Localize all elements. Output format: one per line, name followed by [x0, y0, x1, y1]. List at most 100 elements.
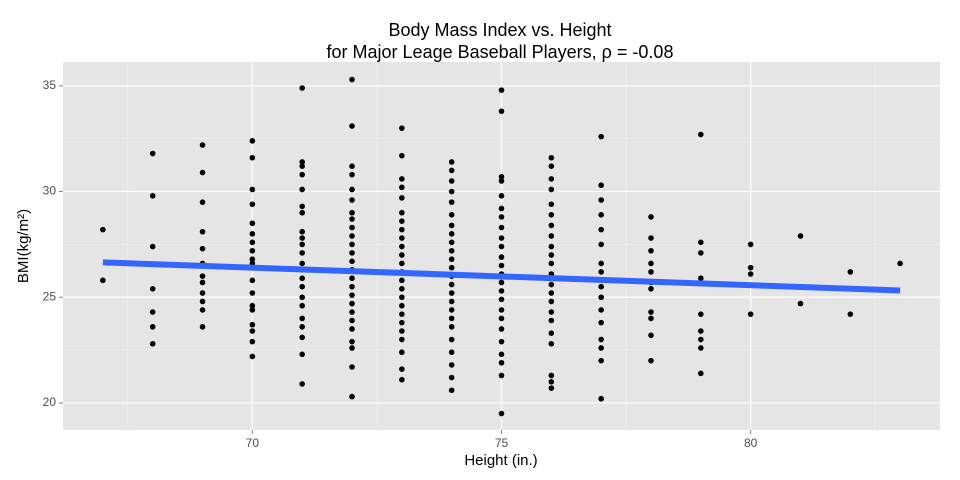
point: [399, 176, 405, 182]
point: [249, 154, 256, 161]
point: [747, 264, 754, 271]
point: [648, 269, 654, 275]
point: [698, 131, 704, 138]
point: [498, 288, 505, 294]
point: [448, 298, 455, 305]
point: [299, 334, 305, 341]
point: [199, 199, 206, 205]
point: [498, 214, 505, 220]
chart-title: Body Mass Index vs. Height: [388, 20, 611, 40]
point: [548, 252, 555, 258]
point: [648, 332, 654, 339]
point: [249, 231, 256, 237]
point: [648, 235, 654, 241]
point: [399, 311, 405, 317]
point: [299, 275, 305, 282]
point: [548, 222, 555, 229]
point: [299, 241, 305, 248]
point: [349, 241, 355, 248]
point: [648, 260, 654, 267]
point: [299, 235, 305, 241]
point: [698, 345, 704, 351]
point: [498, 326, 505, 332]
point: [349, 76, 355, 83]
point: [498, 296, 505, 303]
point: [548, 243, 555, 250]
point: [249, 277, 256, 284]
point: [349, 209, 355, 216]
point: [399, 376, 405, 383]
point: [698, 328, 704, 334]
point: [349, 197, 355, 203]
point: [149, 286, 156, 292]
point: [349, 326, 355, 332]
point: [299, 186, 305, 193]
point: [349, 186, 355, 193]
point: [349, 216, 355, 222]
y-tick-label: 30: [43, 184, 57, 198]
point: [498, 410, 505, 417]
point: [598, 294, 604, 301]
point: [548, 385, 555, 391]
point: [648, 247, 654, 254]
point: [349, 345, 355, 351]
point: [399, 195, 405, 201]
point: [498, 243, 505, 250]
point: [399, 226, 405, 233]
point: [448, 281, 455, 288]
point: [498, 192, 505, 199]
point: [299, 250, 305, 256]
point: [249, 290, 256, 296]
y-tick-label: 25: [43, 289, 57, 303]
point: [498, 338, 505, 345]
point: [199, 279, 206, 286]
point: [548, 212, 555, 218]
point: [498, 205, 505, 212]
point: [448, 256, 455, 263]
point: [149, 340, 156, 347]
point: [648, 357, 654, 364]
point: [399, 277, 405, 284]
point: [897, 260, 903, 267]
point: [399, 235, 405, 241]
point: [548, 281, 555, 288]
point: [498, 87, 505, 93]
point: [349, 233, 355, 239]
point: [249, 321, 256, 328]
point: [249, 247, 256, 254]
point: [199, 324, 206, 330]
point: [598, 241, 604, 248]
point: [199, 169, 206, 176]
point: [448, 315, 455, 322]
point: [399, 294, 405, 301]
point: [249, 302, 256, 309]
point: [797, 233, 804, 239]
point: [698, 311, 704, 317]
point: [648, 286, 654, 292]
point: [548, 317, 555, 324]
point: [448, 199, 455, 205]
point: [399, 218, 405, 224]
point: [299, 209, 305, 216]
point: [847, 311, 854, 317]
chart-subtitle: for Major Leage Baseball Players, ρ = -0…: [327, 42, 674, 62]
point: [747, 241, 754, 248]
point: [448, 362, 455, 368]
point: [448, 167, 455, 174]
point: [598, 357, 604, 364]
point: [548, 298, 555, 305]
point: [847, 269, 854, 275]
point: [498, 235, 505, 241]
point: [399, 286, 405, 292]
x-axis-label: Height (in.): [464, 452, 537, 469]
point: [399, 260, 405, 267]
point: [648, 214, 654, 220]
y-axis-label: BMI(kg/m²): [15, 209, 32, 283]
point: [249, 186, 256, 193]
point: [598, 269, 604, 275]
point: [299, 85, 305, 91]
point: [349, 171, 355, 178]
point: [598, 182, 604, 189]
point: [548, 233, 555, 239]
point: [698, 239, 704, 246]
